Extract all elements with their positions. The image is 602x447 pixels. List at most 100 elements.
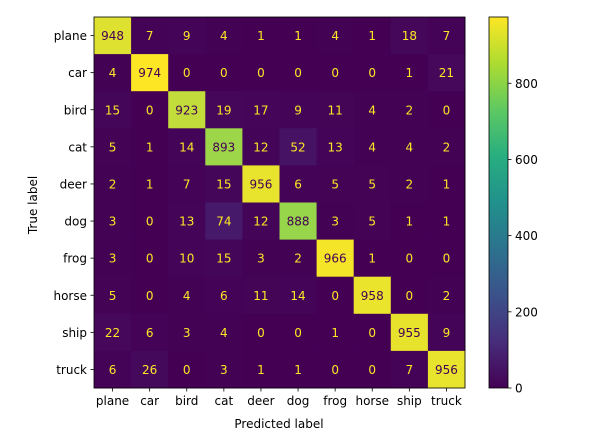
- y-tick-label: frog: [63, 252, 87, 266]
- cell-value-label: 1: [331, 326, 339, 340]
- cell-value-label: 74: [216, 215, 231, 229]
- y-tick-label: car: [68, 66, 87, 80]
- y-tick-label: deer: [60, 177, 87, 191]
- cell-value-label: 19: [216, 103, 231, 117]
- cell-value-label: 7: [146, 29, 154, 43]
- heatmap-plot: 948 7 9 4 1 1 4 1 18 74 974 0 0 0 0 0 0 1 2115 0 923 19 17 9 11 4…: [94, 17, 465, 388]
- cell-value-label: 956: [249, 177, 272, 191]
- cell-value-label: 4: [109, 66, 117, 80]
- cell-value-label: 17: [253, 103, 268, 117]
- cell-value-label: 5: [368, 215, 376, 229]
- cell-value-label: 0: [294, 66, 302, 80]
- colorbar-tick-label: 800: [515, 77, 538, 91]
- cell-value-label: 0: [183, 66, 191, 80]
- cell-value-label: 0: [294, 326, 302, 340]
- cell-value-label: 52: [290, 140, 305, 154]
- y-tick-label: cat: [68, 140, 87, 154]
- cell-value-label: 1: [257, 29, 265, 43]
- cell-value-label: 4: [406, 140, 414, 154]
- cell-value-label: 0: [331, 363, 339, 377]
- y-tick-label: bird: [64, 103, 87, 117]
- cell-value-label: 958: [361, 289, 384, 303]
- x-tick-label: truck: [431, 394, 462, 408]
- cell-value-label: 0: [331, 66, 339, 80]
- cell-value-label: 9: [183, 29, 191, 43]
- cell-value-label: 4: [220, 29, 228, 43]
- cell-value-label: 6: [220, 289, 228, 303]
- cell-value-label: 1: [146, 177, 154, 191]
- cell-value-label: 12: [253, 215, 268, 229]
- cell-value-label: 3: [257, 252, 265, 266]
- y-tick-label: ship: [62, 326, 87, 340]
- x-axis-label: Predicted label: [234, 417, 323, 431]
- y-tick-label: truck: [56, 363, 87, 377]
- cell-value-label: 0: [406, 252, 414, 266]
- colorbar-ticks: 0 200 400 600 800: [508, 77, 538, 396]
- cell-value-label: 22: [105, 326, 120, 340]
- cell-value-label: 956: [435, 363, 458, 377]
- cell-value-label: 3: [109, 215, 117, 229]
- colorbar-tick-label: 600: [515, 153, 538, 167]
- cell-value-label: 0: [368, 326, 376, 340]
- cell-value-label: 0: [257, 326, 265, 340]
- x-tick-label: bird: [175, 394, 198, 408]
- cell-value-label: 5: [368, 177, 376, 191]
- cell-value-label: 2: [294, 252, 302, 266]
- cell-value-label: 1: [368, 29, 376, 43]
- cell-value-label: 14: [290, 289, 305, 303]
- cell-value-label: 15: [216, 177, 231, 191]
- cell-value-label: 15: [105, 103, 120, 117]
- x-tick-label: deer: [247, 394, 274, 408]
- y-axis-label: True label: [26, 176, 40, 235]
- cell-value-label: 1: [443, 177, 451, 191]
- cell-value-label: 0: [443, 252, 451, 266]
- x-tick-label: dog: [287, 394, 310, 408]
- cell-value-label: 0: [443, 103, 451, 117]
- x-tick-label: car: [140, 394, 159, 408]
- cell-value-label: 2: [406, 177, 414, 191]
- cell-value-label: 2: [443, 289, 451, 303]
- cell-value-label: 923: [175, 103, 198, 117]
- cell-value-label: 974: [138, 66, 161, 80]
- y-tick-label: horse: [53, 289, 87, 303]
- cell-value-label: 0: [146, 215, 154, 229]
- x-axis-ticks: plane car bird cat deer dog frog horse ship truck: [96, 388, 462, 408]
- cell-value-label: 1: [406, 66, 414, 80]
- colorbar-tick-label: 0: [515, 382, 523, 396]
- cell-value-label: 2: [109, 177, 117, 191]
- cell-value-label: 18: [402, 29, 417, 43]
- cell-value-label: 4: [368, 140, 376, 154]
- cell-value-label: 6: [294, 177, 302, 191]
- cell-value-label: 1: [443, 215, 451, 229]
- cell-value-label: 1: [146, 140, 154, 154]
- cell-value-label: 10: [179, 252, 194, 266]
- cell-value-label: 0: [406, 289, 414, 303]
- cell-value-label: 3: [331, 215, 339, 229]
- cell-value-label: 13: [179, 215, 194, 229]
- cell-value-label: 15: [216, 252, 231, 266]
- colorbar-tick-label: 200: [515, 305, 538, 319]
- cell-value-label: 14: [179, 140, 194, 154]
- cell-value-label: 3: [109, 252, 117, 266]
- cell-value-label: 888: [287, 215, 310, 229]
- cell-value-label: 0: [368, 66, 376, 80]
- cell-value-label: 7: [443, 29, 451, 43]
- x-tick-label: horse: [355, 394, 389, 408]
- cell-value-label: 5: [109, 140, 117, 154]
- cell-value-label: 12: [253, 140, 268, 154]
- colorbar-tick-label: 400: [515, 229, 538, 243]
- cell-value-label: 4: [220, 326, 228, 340]
- cell-value-label: 4: [368, 103, 376, 117]
- cell-value-label: 0: [146, 252, 154, 266]
- cell-value-label: 7: [183, 177, 191, 191]
- y-tick-label: plane: [54, 29, 87, 43]
- cell-value-label: 1: [406, 215, 414, 229]
- cell-value-label: 2: [406, 103, 414, 117]
- cell-value-label: 0: [368, 363, 376, 377]
- x-tick-label: frog: [323, 394, 347, 408]
- cell-value-label: 26: [142, 363, 157, 377]
- cell-value-label: 6: [109, 363, 117, 377]
- cell-value-label: 11: [328, 103, 343, 117]
- cell-value-label: 6: [146, 326, 154, 340]
- cell-value-label: 893: [212, 140, 235, 154]
